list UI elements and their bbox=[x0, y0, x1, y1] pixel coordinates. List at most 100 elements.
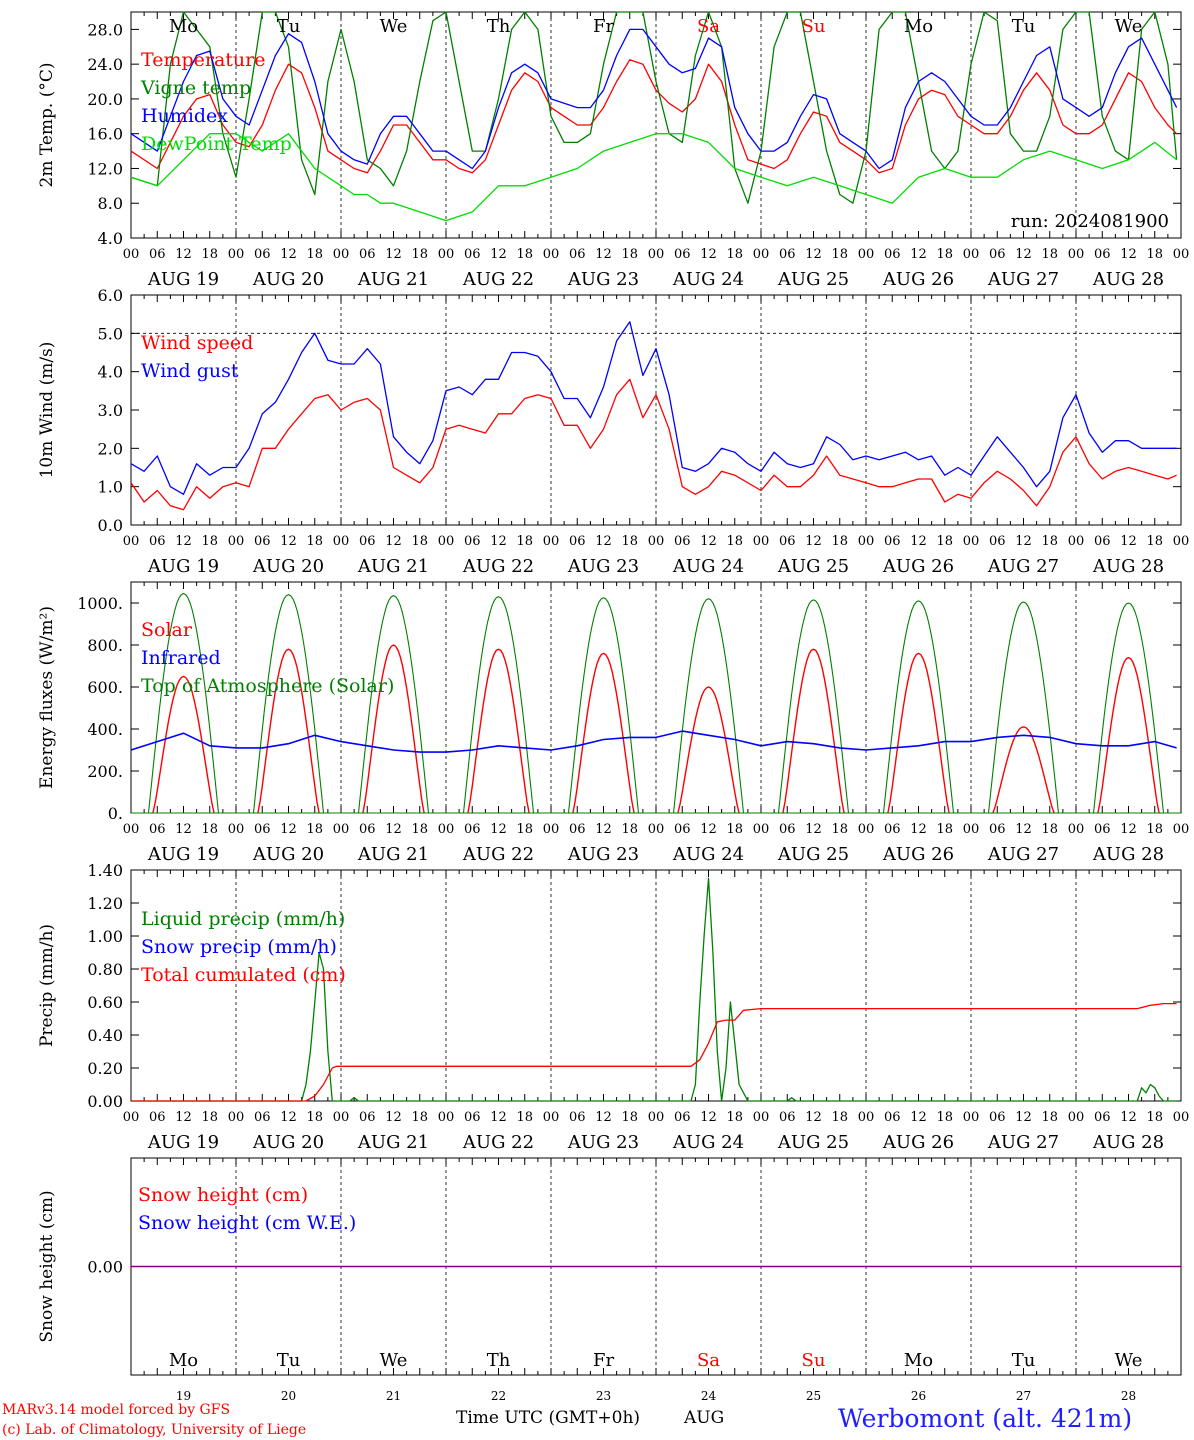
weekday-label-bottom: Sa bbox=[697, 1350, 720, 1371]
date-label: AUG 26 bbox=[882, 844, 954, 865]
hour-tick-label: 00 bbox=[1173, 534, 1190, 549]
hour-tick-label: 18 bbox=[306, 1110, 323, 1125]
weekday-label-top: Tu bbox=[1012, 16, 1036, 37]
hour-tick-label: 00 bbox=[753, 1110, 770, 1125]
series-line-1 bbox=[130, 321, 1177, 495]
footer-copyright-line: (c) Lab. of Climatology, University of L… bbox=[2, 1422, 306, 1438]
hour-tick-label: 18 bbox=[516, 1110, 533, 1125]
hour-tick-label: 18 bbox=[726, 1110, 743, 1125]
y-axis-title: Snow height (cm) bbox=[37, 1190, 57, 1342]
toa-solar-line bbox=[987, 601, 1060, 814]
date-label: AUG 27 bbox=[987, 844, 1059, 865]
hour-tick-label: 00 bbox=[753, 822, 770, 837]
day-number-label: 22 bbox=[491, 1389, 506, 1403]
hour-tick-label: 18 bbox=[1146, 822, 1163, 837]
hour-tick-label: 00 bbox=[648, 247, 665, 262]
hour-tick-label: 12 bbox=[910, 247, 927, 262]
date-label: AUG 24 bbox=[672, 269, 744, 290]
date-label: AUG 27 bbox=[987, 1132, 1059, 1153]
solar-line bbox=[152, 675, 215, 814]
hour-tick-label: 18 bbox=[306, 247, 323, 262]
solar-line bbox=[992, 726, 1055, 814]
hour-tick-label: 06 bbox=[464, 534, 481, 549]
hour-tick-label: 18 bbox=[726, 247, 743, 262]
weekday-label-bottom: Th bbox=[487, 1350, 511, 1371]
hour-tick-label: 06 bbox=[464, 247, 481, 262]
y-tick-label: 0.40 bbox=[87, 1026, 123, 1045]
hour-tick-label: 12 bbox=[1120, 822, 1137, 837]
y-tick-label: 24.0 bbox=[87, 55, 123, 74]
hour-tick-label: 06 bbox=[779, 1110, 796, 1125]
hour-tick-label: 00 bbox=[858, 534, 875, 549]
hour-tick-label: 06 bbox=[254, 1110, 271, 1125]
location-title: Werbomont (alt. 421m) bbox=[838, 1404, 1132, 1433]
hour-tick-label: 00 bbox=[333, 822, 350, 837]
hour-tick-label: 06 bbox=[1094, 247, 1111, 262]
run-label: run: 2024081900 bbox=[1011, 211, 1169, 232]
hour-tick-label: 00 bbox=[228, 247, 245, 262]
y-tick-label: 4.0 bbox=[98, 363, 123, 382]
hour-tick-label: 18 bbox=[831, 1110, 848, 1125]
y-tick-label: 0.20 bbox=[87, 1059, 123, 1078]
weekday-label-bottom: We bbox=[1115, 1350, 1143, 1371]
date-label: AUG 25 bbox=[777, 1132, 849, 1153]
hour-tick-label: 12 bbox=[595, 534, 612, 549]
hour-tick-label: 12 bbox=[175, 247, 192, 262]
hour-tick-label: 18 bbox=[621, 1110, 638, 1125]
hour-tick-label: 00 bbox=[123, 822, 140, 837]
y-axis-title: 2m Temp. (°C) bbox=[37, 62, 57, 187]
legend-entry: DewPoint Temp bbox=[141, 133, 292, 155]
y-axis-title: Energy fluxes (W/m²) bbox=[37, 606, 57, 789]
hour-tick-label: 06 bbox=[674, 1110, 691, 1125]
hour-tick-label: 12 bbox=[700, 1110, 717, 1125]
hour-tick-label: 12 bbox=[910, 1110, 927, 1125]
day-number-label: 20 bbox=[281, 1389, 296, 1403]
hour-tick-label: 12 bbox=[1120, 247, 1137, 262]
weekday-label-bottom: Fr bbox=[593, 1350, 614, 1371]
hour-tick-label: 12 bbox=[280, 1110, 297, 1125]
hour-tick-label: 00 bbox=[1068, 1110, 1085, 1125]
panel-temperature: 4.0 8.0 12.0 16.0 20.0 24.0 28.0 2m Temp. (°C) 0… bbox=[37, 11, 1189, 290]
date-label: AUG 21 bbox=[357, 1132, 429, 1153]
hour-tick-label: 12 bbox=[175, 1110, 192, 1125]
hour-tick-label: 12 bbox=[1120, 1110, 1137, 1125]
toa-solar-line bbox=[357, 595, 430, 814]
hour-tick-label: 12 bbox=[280, 534, 297, 549]
hour-tick-label: 12 bbox=[1015, 534, 1032, 549]
hour-tick-label: 12 bbox=[910, 534, 927, 549]
hour-tick-label: 18 bbox=[1041, 534, 1058, 549]
hour-tick-label: 00 bbox=[963, 534, 980, 549]
hour-tick-label: 06 bbox=[674, 822, 691, 837]
hour-tick-label: 00 bbox=[543, 247, 560, 262]
hour-tick-label: 06 bbox=[569, 247, 586, 262]
weekday-label-bottom: Mo bbox=[904, 1350, 933, 1371]
hour-tick-label: 18 bbox=[516, 822, 533, 837]
legend-entry: Humidex bbox=[141, 105, 228, 127]
hour-tick-label: 06 bbox=[989, 1110, 1006, 1125]
y-tick-label: 0.00 bbox=[87, 1092, 123, 1111]
y-tick-label: 1000. bbox=[77, 594, 123, 613]
date-label: AUG 26 bbox=[882, 1132, 954, 1153]
hour-tick-label: 06 bbox=[674, 247, 691, 262]
date-label: AUG 23 bbox=[567, 844, 639, 865]
date-label: AUG 23 bbox=[567, 1132, 639, 1153]
hour-tick-label: 18 bbox=[306, 822, 323, 837]
hour-tick-label: 18 bbox=[201, 247, 218, 262]
series-line-0 bbox=[131, 877, 1177, 1102]
date-label: AUG 25 bbox=[777, 844, 849, 865]
hour-tick-label: 18 bbox=[1146, 247, 1163, 262]
hour-tick-label: 06 bbox=[989, 534, 1006, 549]
hour-tick-label: 00 bbox=[1068, 247, 1085, 262]
hour-tick-label: 06 bbox=[674, 534, 691, 549]
hour-tick-label: 00 bbox=[963, 822, 980, 837]
day-number-label: 19 bbox=[176, 1389, 191, 1403]
hour-tick-label: 00 bbox=[123, 534, 140, 549]
date-label: AUG 22 bbox=[462, 844, 534, 865]
date-label: AUG 26 bbox=[882, 269, 954, 290]
date-label: AUG 23 bbox=[567, 556, 639, 577]
hour-tick-label: 12 bbox=[595, 247, 612, 262]
hour-tick-label: 00 bbox=[858, 822, 875, 837]
weekday-label-top: We bbox=[1115, 16, 1143, 37]
hour-tick-label: 00 bbox=[438, 822, 455, 837]
